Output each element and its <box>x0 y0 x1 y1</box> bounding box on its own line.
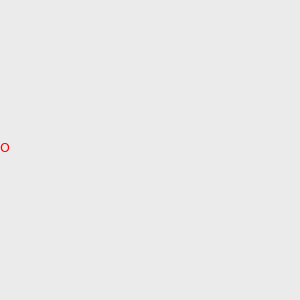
Text: F: F <box>0 141 4 154</box>
Text: N: N <box>0 142 8 155</box>
Text: NH: NH <box>0 142 11 153</box>
Text: N: N <box>0 141 7 154</box>
Text: O: O <box>0 140 7 154</box>
Text: O: O <box>0 141 9 154</box>
Text: N: N <box>0 141 8 154</box>
Text: O: O <box>0 142 9 154</box>
Text: N: N <box>0 141 7 154</box>
Text: N: N <box>0 142 8 155</box>
